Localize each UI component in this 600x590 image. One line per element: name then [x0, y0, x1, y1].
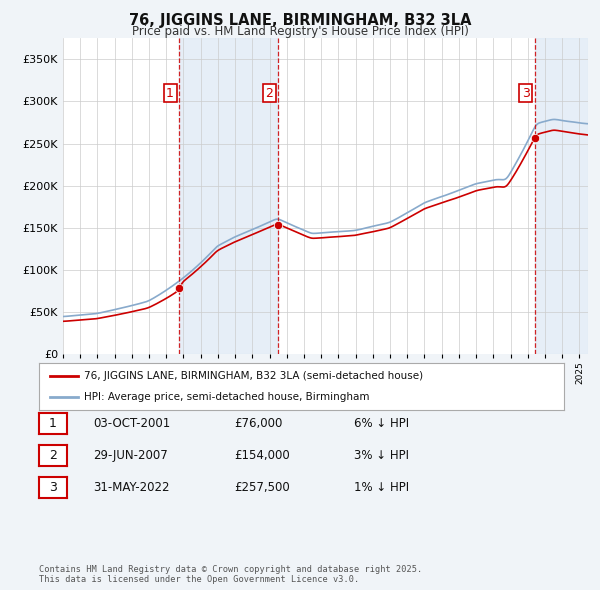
- Text: 2: 2: [49, 449, 57, 462]
- Text: 3% ↓ HPI: 3% ↓ HPI: [354, 449, 409, 462]
- Bar: [535, 38, 588, 354]
- Text: 76, JIGGINS LANE, BIRMINGHAM, B32 3LA (semi-detached house): 76, JIGGINS LANE, BIRMINGHAM, B32 3LA (s…: [83, 371, 423, 381]
- Bar: [179, 38, 278, 354]
- Text: HPI: Average price, semi-detached house, Birmingham: HPI: Average price, semi-detached house,…: [83, 392, 369, 402]
- Text: 3: 3: [521, 87, 529, 100]
- Text: 03-OCT-2001: 03-OCT-2001: [93, 417, 170, 430]
- Text: £154,000: £154,000: [234, 449, 290, 462]
- Text: 29-JUN-2007: 29-JUN-2007: [93, 449, 168, 462]
- Text: 76, JIGGINS LANE, BIRMINGHAM, B32 3LA: 76, JIGGINS LANE, BIRMINGHAM, B32 3LA: [129, 13, 471, 28]
- Text: 2: 2: [265, 87, 273, 100]
- Text: 1: 1: [49, 417, 57, 430]
- Text: £257,500: £257,500: [234, 481, 290, 494]
- Text: Price paid vs. HM Land Registry's House Price Index (HPI): Price paid vs. HM Land Registry's House …: [131, 25, 469, 38]
- Text: 1: 1: [166, 87, 174, 100]
- Text: Contains HM Land Registry data © Crown copyright and database right 2025.
This d: Contains HM Land Registry data © Crown c…: [39, 565, 422, 584]
- Text: 1% ↓ HPI: 1% ↓ HPI: [354, 481, 409, 494]
- Text: 3: 3: [49, 481, 57, 494]
- Text: 31-MAY-2022: 31-MAY-2022: [93, 481, 170, 494]
- Text: 6% ↓ HPI: 6% ↓ HPI: [354, 417, 409, 430]
- Text: £76,000: £76,000: [234, 417, 283, 430]
